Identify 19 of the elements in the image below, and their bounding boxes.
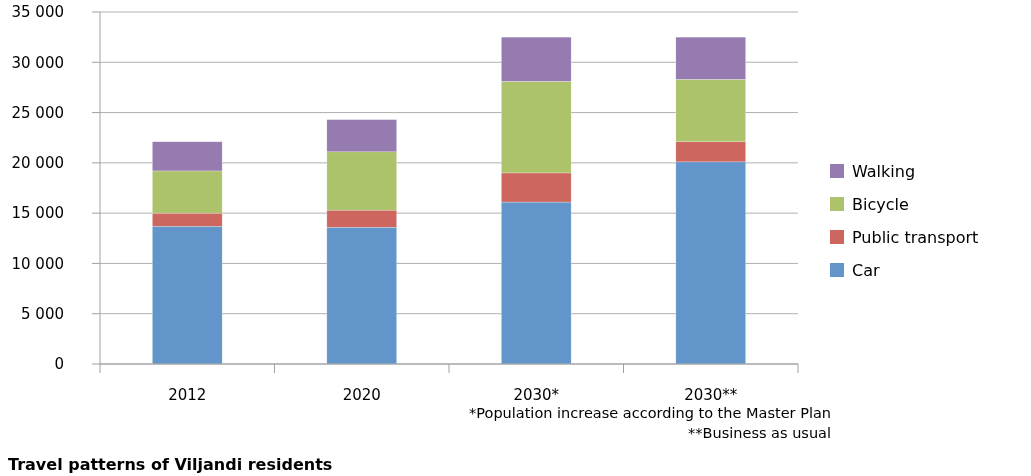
legend-label: Bicycle	[852, 194, 909, 214]
y-tick-label: 35 000	[11, 3, 64, 22]
legend-label: Public transport	[852, 227, 979, 247]
text: Travel patterns of Viljandi residents	[8, 455, 333, 474]
x-tick-label: 2030**	[684, 386, 738, 404]
y-tick-label: 15 000	[11, 204, 64, 223]
x-tick-label: 2030*	[513, 386, 560, 404]
text: **Business as usual	[688, 425, 831, 441]
y-tick-label: 0	[54, 355, 64, 374]
legend-label: Car	[852, 260, 880, 280]
y-tick-label: 10 000	[11, 254, 64, 273]
x-tick-label: 2020	[342, 386, 381, 404]
y-tick-label: 25 000	[11, 103, 64, 122]
y-tick-label: 5 000	[21, 304, 64, 323]
legend-label: Walking	[852, 161, 916, 181]
y-tick-label: 30 000	[11, 53, 64, 72]
y-tick-label: 20 000	[11, 154, 64, 173]
text: *Population increase according to the Master Plan	[469, 405, 831, 421]
x-tick-label: 2012	[168, 386, 207, 404]
